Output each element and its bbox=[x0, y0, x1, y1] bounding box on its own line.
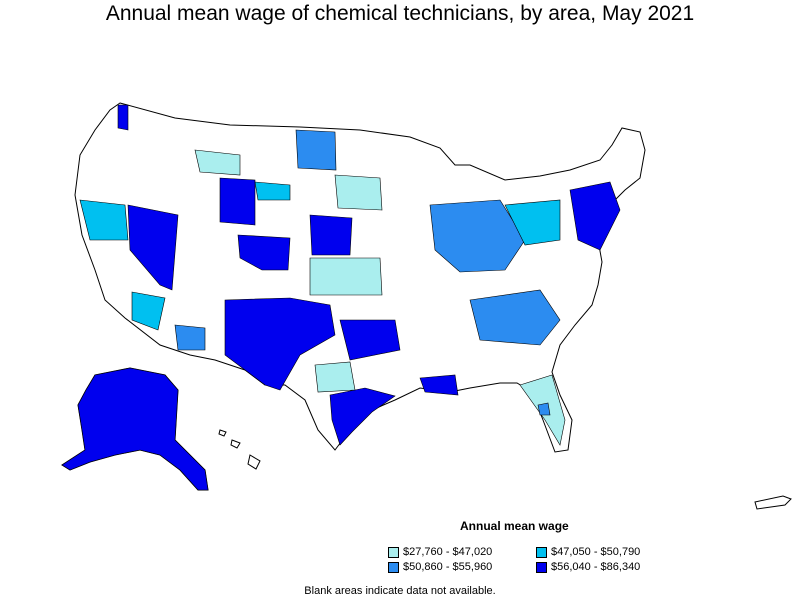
contiguous-us-outline bbox=[74, 102, 646, 453]
legend-title: Annual mean wage bbox=[460, 519, 569, 533]
area-southeast bbox=[469, 289, 561, 346]
area-tampa bbox=[537, 402, 551, 416]
area-oregon bbox=[79, 199, 129, 241]
area-socal bbox=[131, 291, 166, 331]
area-gulf-texas bbox=[329, 387, 396, 446]
legend-label-3: $50,860 - $55,960 bbox=[403, 561, 493, 573]
area-colorado bbox=[237, 234, 291, 271]
area-northeast bbox=[569, 181, 621, 251]
area-alaska bbox=[61, 367, 209, 491]
legend-item-2: $47,050 - $50,790 bbox=[536, 546, 640, 558]
area-louisiana bbox=[419, 374, 459, 396]
legend-swatch-2 bbox=[536, 546, 547, 558]
hawaii-outline bbox=[218, 429, 261, 470]
legend-swatch-3 bbox=[388, 561, 399, 573]
area-north-dakota bbox=[295, 129, 337, 171]
area-kansas bbox=[309, 257, 383, 296]
legend-swatch-4 bbox=[536, 561, 547, 573]
area-central-texas bbox=[314, 361, 356, 393]
area-seattle bbox=[117, 104, 129, 131]
area-nevada bbox=[127, 204, 179, 291]
area-nebraska bbox=[309, 214, 353, 256]
blank-areas-note: Blank areas indicate data not available. bbox=[304, 585, 496, 597]
area-idaho bbox=[254, 181, 291, 201]
legend-label-4: $56,040 - $86,340 bbox=[551, 561, 641, 573]
area-southwest bbox=[224, 297, 336, 391]
area-wyoming bbox=[219, 177, 256, 226]
area-dakota bbox=[334, 174, 383, 211]
legend-item-1: $27,760 - $47,020 bbox=[388, 546, 492, 558]
legend-label-1: $27,760 - $47,020 bbox=[403, 546, 493, 558]
area-arizona bbox=[174, 324, 206, 351]
area-oklahoma bbox=[339, 319, 401, 361]
area-ohio-valley bbox=[504, 199, 561, 246]
legend-label-2: $47,050 - $50,790 bbox=[551, 546, 641, 558]
legend-item-3: $50,860 - $55,960 bbox=[388, 561, 492, 573]
map-title: Annual mean wage of chemical technicians… bbox=[105, 2, 695, 25]
legend-swatch-1 bbox=[388, 546, 399, 558]
legend-item-4: $56,040 - $86,340 bbox=[536, 561, 640, 573]
area-montana bbox=[194, 149, 241, 176]
puerto-rico-outline bbox=[754, 495, 792, 510]
area-midwest bbox=[429, 199, 526, 273]
